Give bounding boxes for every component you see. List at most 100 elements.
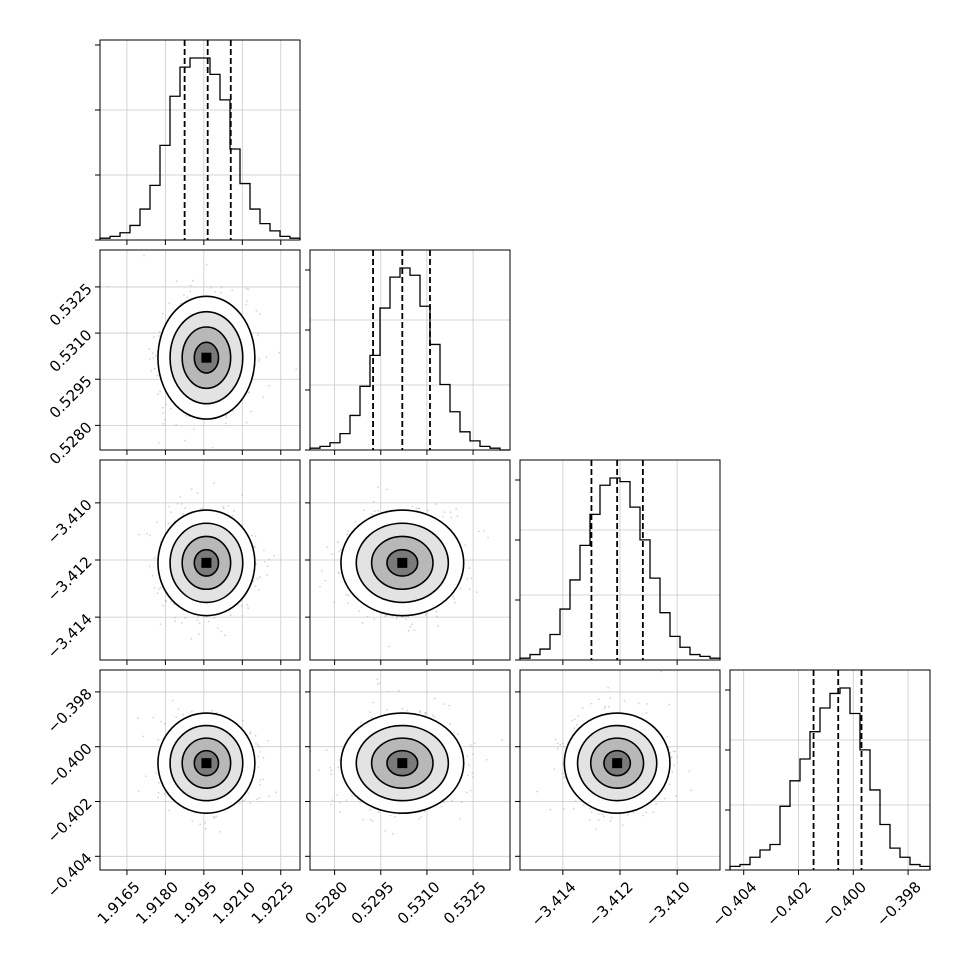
scatter-point — [259, 751, 262, 753]
scatter-point — [423, 810, 426, 813]
scatter-point — [668, 783, 671, 786]
scatter-point — [263, 549, 265, 552]
scatter-point — [156, 374, 159, 377]
scatter-point — [162, 422, 165, 425]
scatter-point — [623, 700, 626, 702]
scatter-point — [450, 516, 453, 519]
scatter-point — [347, 602, 349, 605]
y-tick-label: 0.5325 — [46, 280, 96, 330]
scatter-point — [385, 488, 388, 491]
scatter-point — [173, 617, 176, 619]
scatter-point — [247, 288, 250, 291]
x-tick-label: −3.412 — [585, 878, 637, 930]
scatter-point — [273, 554, 275, 557]
scatter-point — [175, 424, 178, 426]
scatter-point — [409, 625, 412, 628]
scatter-point — [214, 290, 217, 293]
scatter-point — [377, 811, 380, 814]
scatter-point — [379, 682, 381, 685]
y-tick-label: −0.402 — [44, 794, 96, 846]
scatter-point — [609, 820, 612, 822]
scatter-point — [186, 296, 189, 299]
scatter-point — [254, 734, 257, 737]
contour-line — [169, 310, 244, 405]
scatter-point — [370, 716, 373, 719]
scatter-point — [196, 492, 199, 495]
scatter-point — [158, 781, 160, 784]
scatter-point — [670, 756, 673, 759]
scatter-point — [442, 516, 444, 518]
scatter-point — [179, 496, 182, 498]
scatter-point — [197, 633, 200, 635]
scatter-point — [136, 717, 139, 719]
scatter-point — [184, 617, 187, 620]
scatter-point — [345, 594, 348, 596]
scatter-point — [622, 824, 624, 826]
scatter-point — [359, 801, 362, 803]
scatter-point — [413, 629, 416, 632]
contour-line — [169, 724, 244, 802]
scatter-point — [224, 422, 227, 425]
scatter-point — [142, 735, 145, 738]
scatter-point — [143, 254, 145, 257]
scatter-point — [337, 766, 339, 769]
scatter-point — [162, 312, 164, 315]
scatter-point — [225, 416, 228, 419]
scatter-point — [373, 510, 376, 513]
scatter-point — [372, 701, 375, 704]
scatter-point — [597, 818, 600, 821]
contour-line — [193, 749, 220, 777]
scatter-point — [257, 332, 260, 335]
scatter-point — [465, 791, 468, 794]
scatter-point — [222, 506, 225, 508]
scatter-point — [159, 390, 162, 393]
scatter-point — [637, 702, 640, 705]
scatter-point — [562, 808, 565, 810]
scatter-point — [435, 610, 438, 613]
scatter-point — [466, 774, 469, 777]
contour-line — [181, 326, 232, 390]
scatter-point — [449, 722, 451, 725]
scatter-point — [559, 743, 562, 746]
contour-line — [157, 509, 256, 617]
scatter-point — [248, 391, 250, 394]
scatter-point — [266, 565, 269, 568]
scatter-point — [199, 508, 202, 510]
scatter-point — [249, 732, 251, 735]
scatter-point — [472, 776, 474, 778]
scatter-point — [148, 348, 151, 350]
scatter-point — [184, 507, 187, 510]
scatter-point — [397, 690, 400, 692]
scatter-point — [435, 503, 438, 505]
scatter-point — [245, 303, 248, 306]
contour-line — [340, 509, 465, 617]
scatter-point — [256, 578, 259, 580]
scatter-point — [156, 592, 159, 595]
scatter-point — [471, 772, 474, 774]
scatter-point — [155, 772, 157, 774]
scatter-point — [457, 733, 459, 736]
scatter-point — [240, 604, 243, 607]
scatter-point — [384, 615, 386, 617]
contour-line — [563, 712, 671, 815]
panel-frame — [309, 249, 511, 451]
scatter-point — [453, 598, 456, 600]
scatter-point — [346, 533, 349, 536]
scatter-point — [483, 530, 485, 532]
scatter-point — [554, 738, 557, 741]
scatter-point — [157, 442, 160, 444]
scatter-point — [201, 507, 204, 510]
scatter-point — [572, 807, 575, 810]
scatter-point — [395, 617, 398, 620]
scatter-point — [157, 791, 160, 794]
scatter-point — [153, 367, 156, 370]
scatter-point — [674, 750, 677, 753]
contour-line — [181, 737, 232, 789]
scatter-point — [437, 625, 440, 627]
contour-line — [193, 548, 220, 577]
scatter-point — [358, 610, 361, 613]
contour-line — [603, 749, 632, 777]
scatter-point — [232, 514, 234, 517]
scatter-point — [485, 758, 488, 761]
scatter-point — [196, 619, 199, 621]
